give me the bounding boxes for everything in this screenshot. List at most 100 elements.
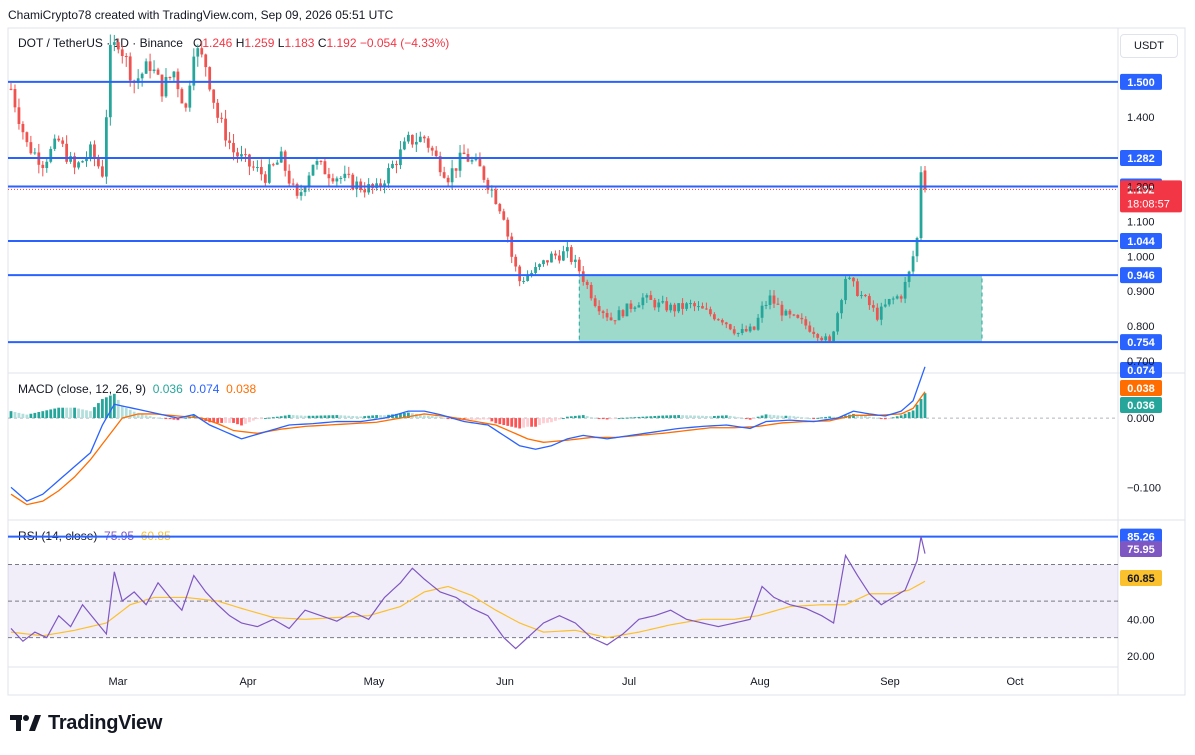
macd-tick-label: −0.100 bbox=[1127, 482, 1161, 494]
macd-hist-bar bbox=[104, 397, 108, 419]
macd-hist-bar bbox=[506, 418, 510, 426]
macd-hist-bar bbox=[363, 416, 367, 419]
macd-hist-bar bbox=[919, 398, 923, 419]
candle-body bbox=[832, 331, 835, 342]
macd-hist-bar bbox=[17, 412, 21, 419]
macd-hist-bar bbox=[33, 412, 37, 419]
macd-hist-bar bbox=[371, 415, 375, 419]
candle-body bbox=[379, 183, 382, 187]
candle-body bbox=[756, 317, 760, 330]
low-value: 1.183 bbox=[284, 36, 315, 50]
macd-hist-bar bbox=[383, 415, 386, 419]
macd-hist-bar bbox=[236, 418, 239, 425]
high-value: 1.259 bbox=[244, 36, 275, 50]
candle-body bbox=[160, 74, 164, 97]
macd-legend-label[interactable]: MACD (close, 12, 26, 9) bbox=[18, 382, 147, 396]
macd-hist-bar bbox=[573, 415, 577, 419]
price-tick-label: 1.400 bbox=[1127, 112, 1155, 124]
macd-hist-bar bbox=[45, 410, 49, 419]
candle-body bbox=[81, 161, 84, 163]
macd-hist-bar bbox=[561, 418, 565, 420]
candle-body bbox=[836, 313, 839, 332]
candle-body bbox=[585, 281, 589, 285]
macd-hist-bar bbox=[629, 417, 633, 419]
candle-body bbox=[383, 183, 386, 187]
candle-body bbox=[597, 306, 601, 312]
candle-body bbox=[474, 158, 478, 161]
macd-hist-bar bbox=[136, 413, 140, 419]
candle-body bbox=[136, 78, 140, 83]
macd-hist-bar bbox=[756, 416, 760, 419]
high-label: H bbox=[235, 36, 245, 50]
candle-body bbox=[494, 189, 498, 205]
candle-body bbox=[915, 238, 919, 257]
candle-body bbox=[33, 152, 37, 154]
price-tick-label: 1.200 bbox=[1127, 182, 1155, 194]
macd-hist-bar bbox=[490, 418, 494, 422]
candle-body bbox=[73, 156, 76, 168]
candle-body bbox=[514, 256, 518, 267]
candle-body bbox=[267, 164, 271, 183]
macd-hist-bar bbox=[399, 413, 402, 419]
candle-body bbox=[792, 314, 796, 316]
candle-body bbox=[748, 326, 752, 332]
macd-hist-bar bbox=[216, 418, 220, 423]
macd-hist-bar bbox=[792, 416, 796, 419]
macd-hist-bar bbox=[426, 415, 430, 419]
macd-hist-bar bbox=[867, 416, 871, 419]
candle-body bbox=[891, 298, 895, 300]
rsi-ma-tag bbox=[1120, 570, 1162, 586]
candle-body bbox=[712, 314, 716, 320]
macd-hist-bar bbox=[860, 415, 863, 419]
candle-body bbox=[923, 170, 927, 190]
macd-hist-bar bbox=[81, 409, 84, 419]
candle-body bbox=[41, 164, 45, 169]
candle-body bbox=[899, 296, 903, 299]
candle-body bbox=[275, 162, 279, 165]
candle-body bbox=[649, 295, 653, 300]
macd-hist-bar bbox=[752, 418, 756, 420]
candle-body bbox=[844, 278, 847, 301]
candle-body bbox=[919, 172, 923, 239]
candle-body bbox=[856, 281, 859, 296]
macd-hist-bar bbox=[828, 416, 832, 419]
candle-body bbox=[462, 152, 466, 155]
candle-body bbox=[200, 48, 204, 55]
macd-hist-bar bbox=[550, 418, 553, 423]
candle-body bbox=[852, 277, 855, 282]
candle-body bbox=[347, 173, 351, 175]
macd-hist-bar bbox=[311, 415, 315, 419]
macd-hist-bar bbox=[542, 418, 545, 424]
macd-hist-bar bbox=[554, 418, 557, 421]
candle-body bbox=[554, 253, 557, 256]
macd-hist-bar bbox=[677, 415, 681, 419]
candle-body bbox=[17, 107, 21, 124]
candle-body bbox=[637, 305, 641, 308]
macd-hist-bar bbox=[124, 407, 128, 419]
level-tag bbox=[1120, 149, 1162, 166]
candle-body bbox=[744, 328, 748, 332]
candle-body bbox=[204, 54, 208, 68]
macd-hist-bar bbox=[172, 418, 176, 420]
macd-hist-bar bbox=[116, 399, 120, 419]
countdown-label: 18:08:57 bbox=[1127, 198, 1170, 210]
candle-body bbox=[470, 160, 474, 162]
macd-hist-bar bbox=[788, 415, 792, 419]
macd-hist-bar bbox=[665, 415, 669, 419]
candle-body bbox=[800, 317, 804, 320]
candle-body bbox=[101, 166, 104, 177]
macd-hist-bar bbox=[343, 415, 347, 419]
macd-hist-bar bbox=[287, 414, 291, 419]
candle-body bbox=[526, 275, 529, 281]
macd-hist-bar bbox=[351, 416, 355, 419]
tradingview-logo[interactable]: TradingView bbox=[10, 712, 162, 735]
macd-hist-bar bbox=[864, 416, 867, 419]
candle-body bbox=[784, 310, 788, 316]
candle-body bbox=[569, 247, 573, 262]
currency-button[interactable]: USDT bbox=[1120, 34, 1178, 58]
symbol-name[interactable]: DOT / TetherUS · 1D · Binance bbox=[18, 36, 183, 50]
macd-hist-bar bbox=[546, 418, 549, 423]
candle-body bbox=[248, 154, 251, 167]
macd-hist-bar bbox=[208, 418, 212, 423]
